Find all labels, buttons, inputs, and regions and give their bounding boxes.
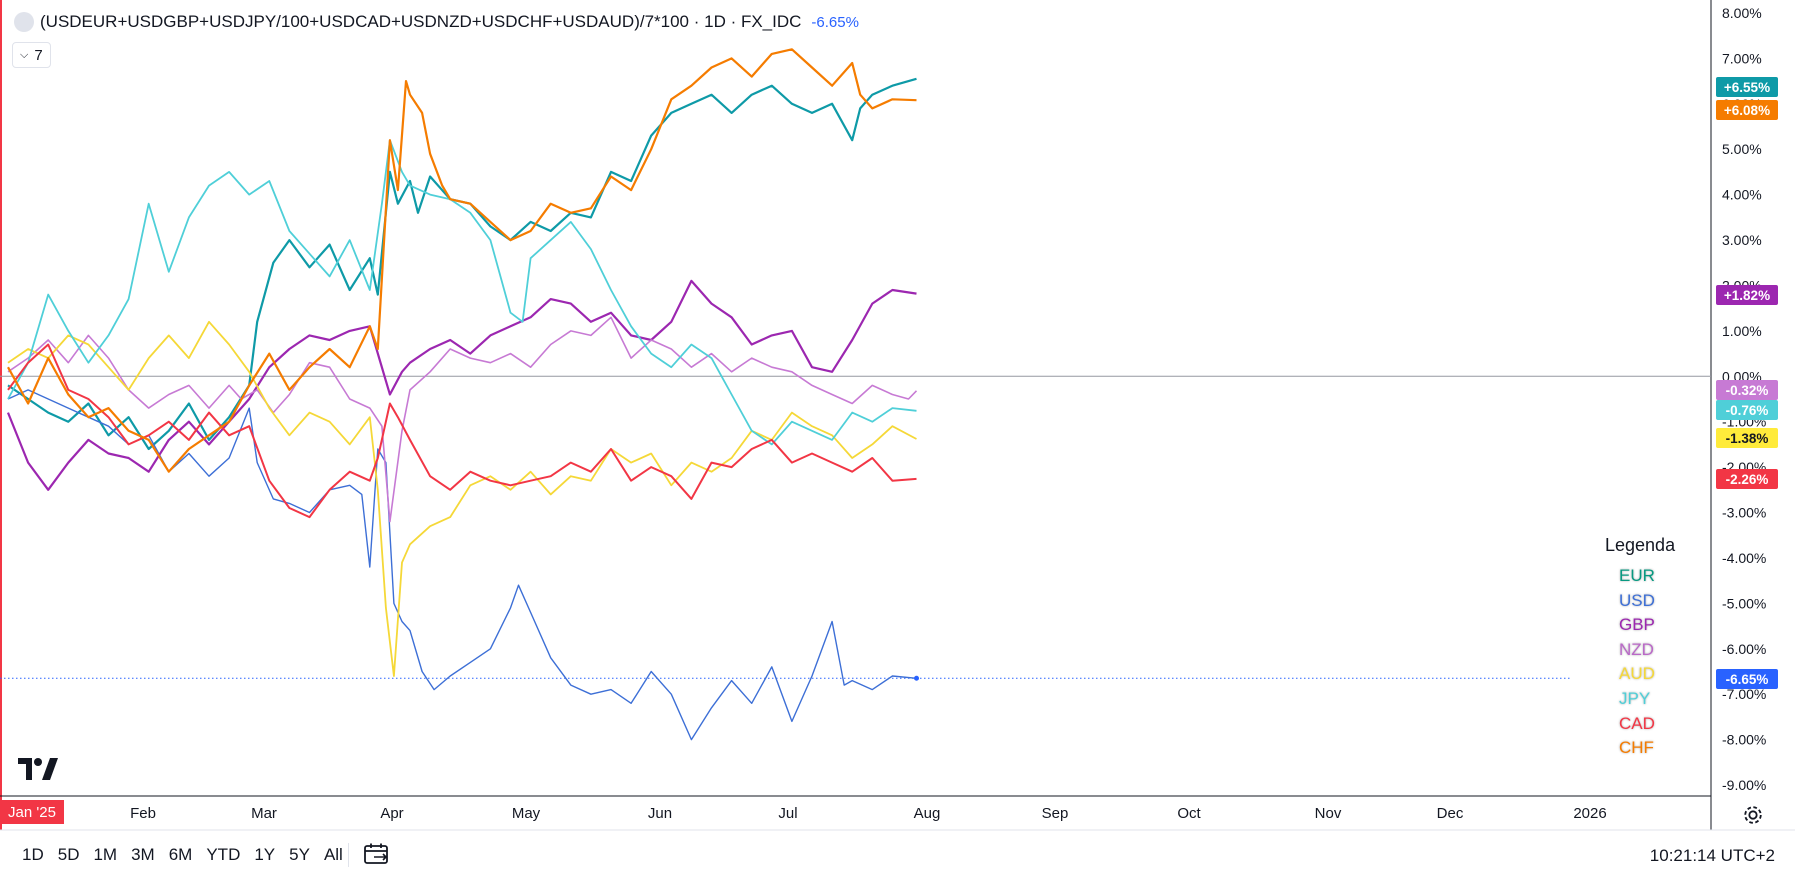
range-button-5d[interactable]: 5D (57, 845, 80, 864)
y-tick-label: 3.00% (1722, 232, 1762, 248)
range-button-ytd[interactable]: YTD (206, 845, 241, 864)
legend-item-jpy: JPY (1619, 689, 1651, 708)
chevron-down-icon: ⌵ (20, 48, 29, 61)
y-tick-label: -7.00% (1722, 686, 1766, 702)
price-tag: +6.08% (1716, 100, 1778, 120)
range-button-5y[interactable]: 5Y (289, 845, 310, 864)
legend-item-cad: CAD (1619, 713, 1655, 733)
series-line-cad[interactable] (7, 343, 917, 519)
range-button-all[interactable]: All (323, 845, 343, 864)
range-button-1y[interactable]: 1Y (254, 845, 276, 864)
clock-timezone[interactable]: 10:21:14 UTC+2 (1649, 846, 1775, 865)
symbol-title: (USDEUR+USDGBP+USDJPY/100+USDCAD+USDNZD+… (40, 12, 802, 31)
x-tick-label: 2026 (1573, 805, 1607, 822)
legend-item-usd: USD (1619, 590, 1655, 610)
x-tick-label: Feb (130, 805, 156, 822)
tradingview-logo[interactable] (18, 758, 58, 780)
x-tick-label: Jun (647, 805, 673, 822)
range-button-6m[interactable]: 6M (168, 845, 193, 864)
symbol-header[interactable]: (USDEUR+USDGBP+USDJPY/100+USDCAD+USDNZD+… (14, 10, 859, 34)
y-tick-label: 8.00% (1722, 5, 1762, 21)
price-tag: -0.32% (1716, 380, 1778, 400)
y-tick-label: -8.00% (1722, 732, 1766, 748)
x-tick-label-start: Jan '25 (0, 800, 64, 824)
y-tick-label: 5.00% (1722, 141, 1762, 157)
symbol-change: -6.65% (811, 13, 859, 31)
x-tick-label: Apr (380, 805, 404, 822)
legend-item-eur: EUR (1619, 566, 1655, 585)
series-line-eur[interactable] (7, 77, 917, 451)
y-tick-label: -4.00% (1722, 550, 1766, 566)
series-line-jpy[interactable] (7, 139, 917, 446)
legend-item-gbp: GBP (1619, 615, 1655, 635)
time-range-selector: 1D 5D 1M 3M 6M YTD 1Y 5Y All (22, 845, 357, 865)
legend-item-nzd: NZD (1619, 639, 1654, 659)
price-tag: -1.38% (1716, 428, 1778, 448)
current-value-point (914, 675, 920, 681)
go-to-date-calendar-icon[interactable] (364, 843, 390, 865)
price-tag: -2.26% (1716, 469, 1778, 489)
price-tag: -0.76% (1716, 400, 1778, 420)
price-tag: +6.55% (1716, 77, 1778, 97)
y-tick-label: -6.00% (1722, 641, 1766, 657)
price-tag: -6.65% (1716, 669, 1778, 689)
y-tick-label: -5.00% (1722, 595, 1766, 611)
y-tick-label: -9.00% (1722, 777, 1766, 793)
series-line-gbp[interactable] (6, 279, 917, 491)
y-tick-label: 7.00% (1722, 50, 1762, 66)
range-button-1m[interactable]: 1M (93, 845, 118, 864)
symbol-logo-icon (14, 12, 34, 32)
x-tick-label: Mar (251, 805, 277, 822)
x-tick-label: Jul (778, 805, 798, 822)
x-tick-label: Nov (1314, 805, 1342, 822)
indicators-toggle-button[interactable]: ⌵ 7 (12, 42, 51, 68)
series-line-usd[interactable] (7, 389, 917, 741)
series-line-nzd[interactable] (7, 316, 918, 523)
y-tick-label: -3.00% (1722, 505, 1766, 521)
x-tick-label: Sep (1041, 805, 1069, 822)
series-line-aud[interactable] (7, 320, 917, 677)
toolbar-separator (348, 843, 349, 867)
x-tick-label: May (511, 805, 541, 822)
y-tick-label: 4.00% (1722, 187, 1762, 203)
legend-title: Legenda (1605, 535, 1676, 555)
range-button-3m[interactable]: 3M (131, 845, 155, 864)
x-tick-label: Oct (1177, 805, 1201, 822)
legend-item-aud: AUD (1619, 664, 1655, 684)
settings-gear-icon[interactable] (1742, 804, 1764, 826)
price-tag: +1.82% (1716, 285, 1778, 305)
y-tick-label: 1.00% (1722, 323, 1762, 339)
indicator-count: 7 (34, 46, 43, 64)
x-tick-label: Aug (913, 805, 941, 822)
legend-item-chf: CHF (1619, 738, 1654, 758)
series-line-chf[interactable] (7, 48, 917, 473)
range-button-1d[interactable]: 1D (22, 845, 44, 864)
x-tick-label: Dec (1436, 805, 1464, 822)
